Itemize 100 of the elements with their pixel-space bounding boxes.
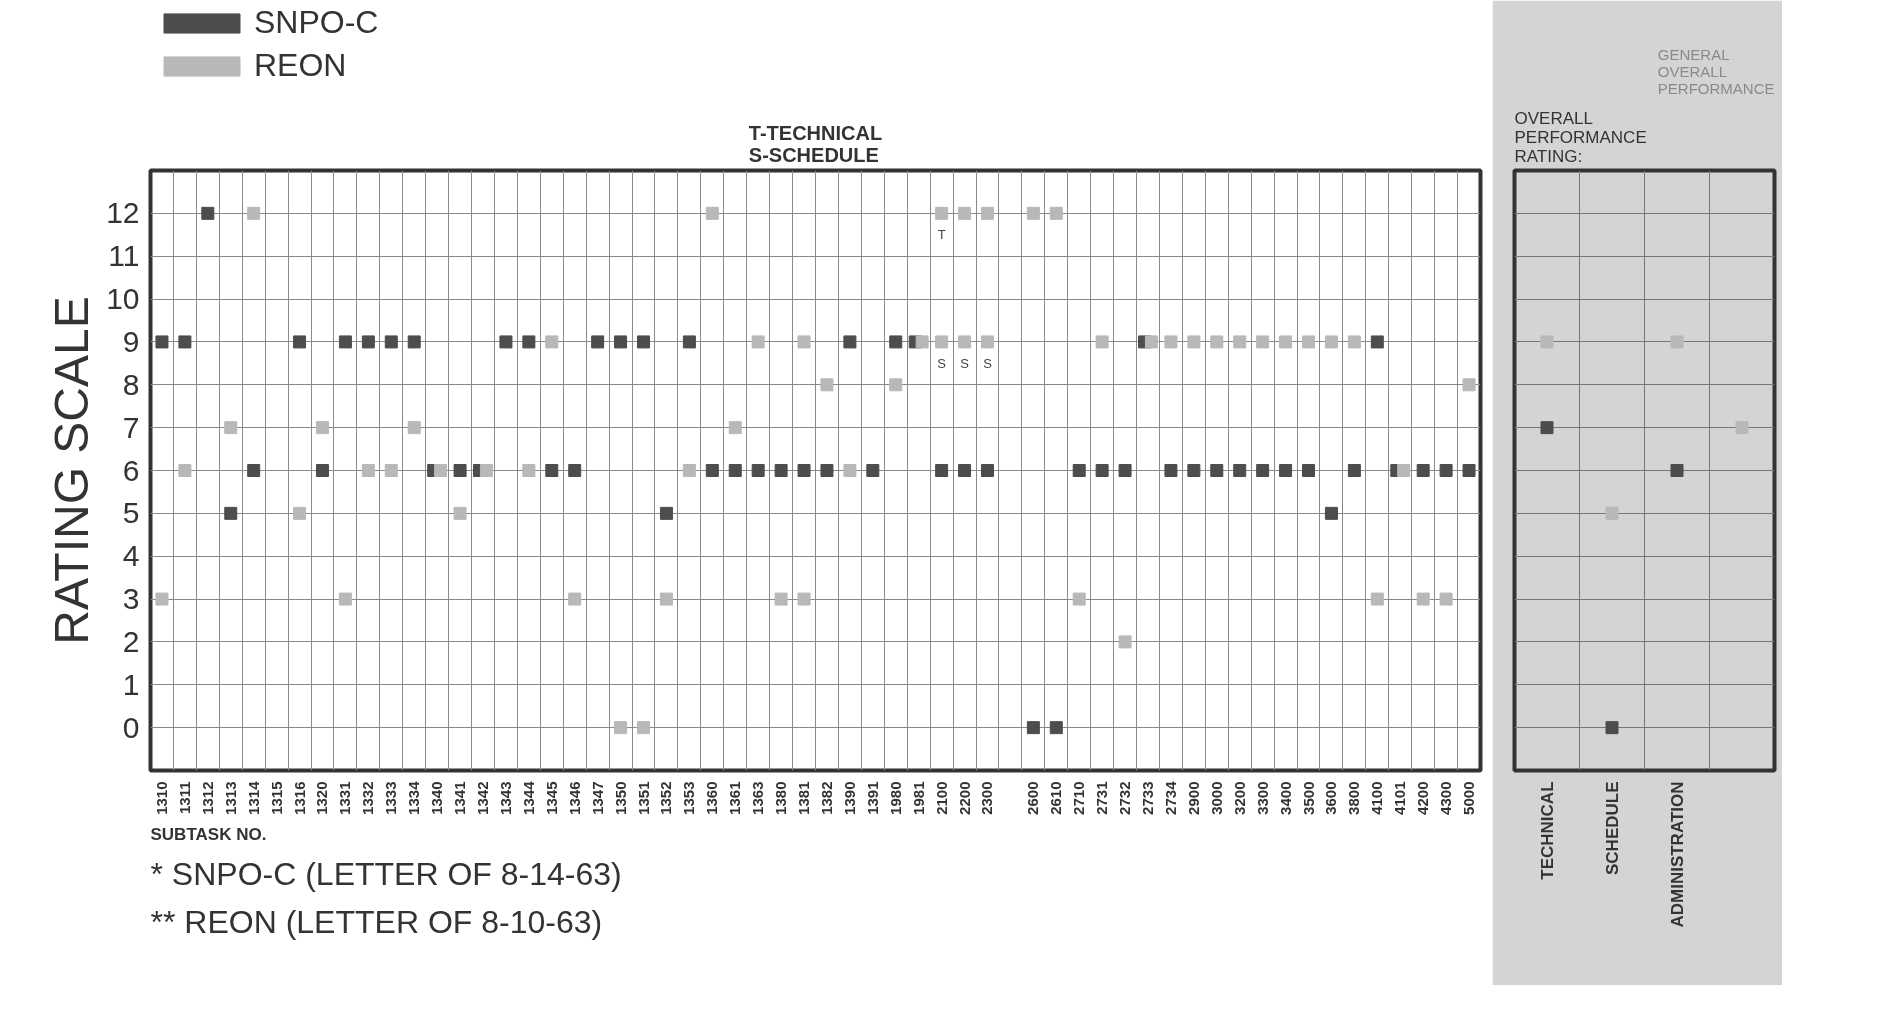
point <box>820 464 834 477</box>
point <box>614 335 628 349</box>
point <box>1540 421 1554 435</box>
y-tick-label: 9 <box>122 324 140 358</box>
x-tick-label: 1312 <box>198 781 216 815</box>
x-tick-label: 1315 <box>267 781 285 815</box>
point <box>522 464 536 477</box>
point <box>843 335 857 349</box>
point <box>1049 721 1063 735</box>
x-tick-label: 1381 <box>795 781 813 815</box>
y-tick-label: 2 <box>122 624 140 658</box>
x-tick-label: 1332 <box>359 781 377 815</box>
point <box>1324 335 1338 349</box>
y-axis-title: RATING SCALE <box>45 296 99 645</box>
point <box>247 464 261 477</box>
annotation: S <box>960 355 970 371</box>
point <box>453 506 467 520</box>
x-tick-label: 1351 <box>634 781 652 815</box>
point <box>1026 721 1040 735</box>
x-tick-label: 3800 <box>1345 781 1363 815</box>
point <box>1347 335 1361 349</box>
x-tick-label: 4100 <box>1368 781 1386 815</box>
point <box>1735 421 1749 435</box>
point <box>1256 335 1270 349</box>
x-tick-label: 2732 <box>1116 781 1134 815</box>
x-tick-label: 1313 <box>221 781 239 815</box>
x-tick-label: 2600 <box>1024 781 1042 815</box>
point <box>774 592 788 606</box>
point <box>338 335 352 349</box>
x-tick-label: 1352 <box>657 781 675 815</box>
y-tick-label: 3 <box>122 582 140 616</box>
point <box>1164 335 1178 349</box>
point <box>499 335 513 349</box>
legend-label: SNPO-C <box>254 4 379 41</box>
point <box>1233 335 1247 349</box>
x-tick-label: 1391 <box>863 781 881 815</box>
point <box>178 335 192 349</box>
point <box>889 378 903 392</box>
point <box>1256 464 1270 477</box>
y-tick-label: 7 <box>122 410 140 444</box>
point <box>1095 335 1109 349</box>
point <box>545 464 559 477</box>
x-tick-label: 1331 <box>336 781 354 815</box>
x-tick-label: 4300 <box>1437 781 1455 815</box>
x-tick-label: 1390 <box>840 781 858 815</box>
y-tick-label: 0 <box>122 710 140 744</box>
x-tick-label: 1980 <box>886 781 904 815</box>
x-tick-label: 2200 <box>955 781 973 815</box>
point <box>820 378 834 392</box>
x-tick-label: 3300 <box>1253 781 1271 815</box>
point <box>407 421 421 435</box>
point <box>1302 464 1316 477</box>
point <box>637 721 651 735</box>
point <box>1605 721 1619 735</box>
point <box>247 206 261 220</box>
point <box>1279 335 1293 349</box>
point <box>1439 464 1453 477</box>
x-tick-label: 1341 <box>451 781 469 815</box>
x-tick-label: 1380 <box>772 781 790 815</box>
x-tick-label: 3000 <box>1207 781 1225 815</box>
point <box>728 464 742 477</box>
annotation: T <box>937 227 946 243</box>
point <box>980 464 994 477</box>
x-tick-label: 2731 <box>1093 781 1111 815</box>
x-tick-label: 2710 <box>1070 781 1088 815</box>
x-tick-label: 2610 <box>1047 781 1065 815</box>
point <box>797 464 811 477</box>
point <box>1462 464 1476 477</box>
point <box>889 335 903 349</box>
x-tick-label: 1333 <box>382 781 400 815</box>
point <box>958 206 972 220</box>
point <box>1302 335 1316 349</box>
point <box>338 592 352 606</box>
point <box>1118 464 1132 477</box>
point <box>1324 506 1338 520</box>
point <box>682 464 696 477</box>
point <box>293 335 307 349</box>
text: ** REON (LETTER OF 8-10-63) <box>150 903 603 940</box>
point <box>361 335 375 349</box>
point <box>1187 464 1201 477</box>
y-tick-label: 8 <box>122 367 140 401</box>
point <box>568 592 582 606</box>
point <box>935 335 949 349</box>
x-tick-label: 2300 <box>978 781 996 815</box>
point <box>1416 592 1430 606</box>
point <box>1670 464 1684 477</box>
point <box>866 464 880 477</box>
point <box>1347 464 1361 477</box>
point <box>958 464 972 477</box>
x-tick-label: 1350 <box>611 781 629 815</box>
point <box>1187 335 1201 349</box>
x-tick-label: 3200 <box>1230 781 1248 815</box>
x-tick-label: 1346 <box>565 781 583 815</box>
x-tick-label: 3500 <box>1299 781 1317 815</box>
point <box>705 206 719 220</box>
x-tick-label: 3600 <box>1322 781 1340 815</box>
x-tick-label: 1316 <box>290 781 308 815</box>
point <box>637 335 651 349</box>
y-tick-label: 5 <box>122 496 140 530</box>
text: * SNPO-C (LETTER OF 8-14-63) <box>150 855 622 892</box>
